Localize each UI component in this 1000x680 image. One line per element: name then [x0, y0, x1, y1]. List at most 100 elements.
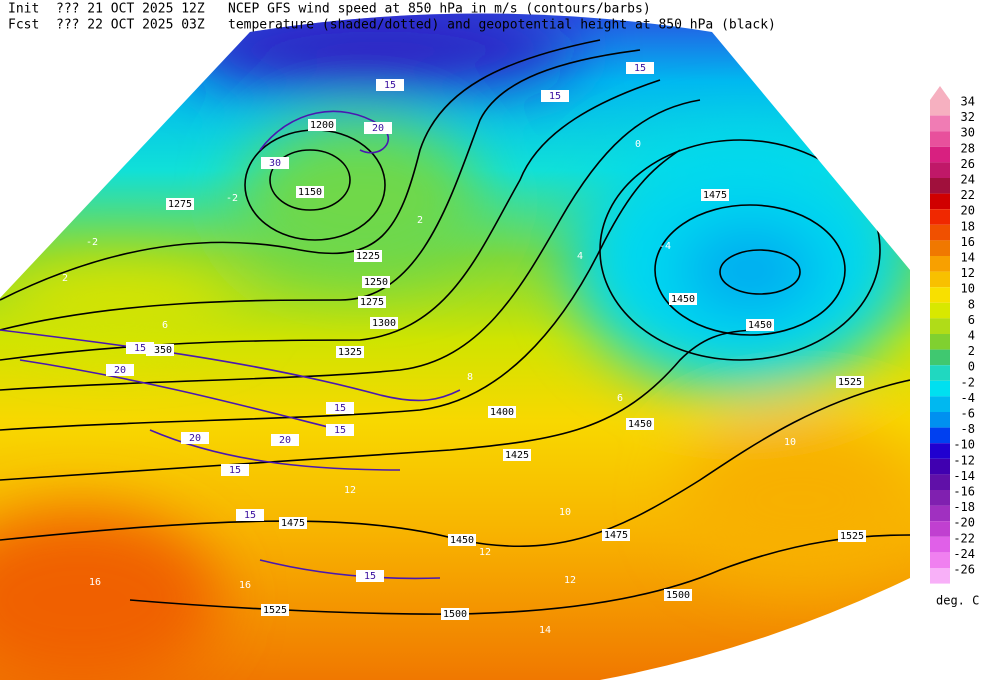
- wind-label-bg: [376, 79, 404, 91]
- temperature-label: -2: [226, 193, 238, 204]
- wind-label-bg: [181, 432, 209, 444]
- colorbar-label: 20: [961, 204, 975, 218]
- wind-label-bg: [106, 364, 134, 376]
- wind-label-bg: [271, 434, 299, 446]
- colorbar-label: -2: [961, 375, 975, 389]
- temperature-label: 14: [539, 625, 551, 636]
- height-label: 1450: [671, 294, 695, 305]
- colorbar-box: [930, 474, 950, 490]
- colorbar-label: 34: [961, 95, 975, 109]
- colorbar-label: 0: [968, 360, 975, 374]
- wind-label-bg: [126, 342, 154, 354]
- wind-label-bg: [326, 402, 354, 414]
- wind-label-bg: [261, 157, 289, 169]
- wind-label: 15: [334, 403, 346, 414]
- colorbar-box: [930, 178, 950, 194]
- colorbar-label: -6: [961, 407, 975, 421]
- height-label-bg: [358, 296, 386, 308]
- colorbar-box: [930, 458, 950, 475]
- title-line-2: temperature (shaded/dotted) and geopoten…: [228, 18, 776, 33]
- temperature-label: 10: [559, 507, 571, 518]
- height-label-bg: [602, 529, 630, 541]
- colorbar-label: 10: [961, 282, 975, 296]
- colorbar-box: [930, 349, 950, 366]
- colorbar-box: [930, 334, 950, 350]
- height-label-bg: [354, 250, 382, 262]
- colorbar-box: [930, 380, 950, 397]
- colorbar-label: -4: [961, 391, 975, 405]
- colorbar-box: [930, 427, 950, 444]
- height-label-bg: [836, 376, 864, 388]
- colorbar-box: [930, 287, 950, 303]
- temperature-label: 2: [417, 215, 423, 226]
- height-label-bg: [838, 530, 866, 542]
- wind-label-bg: [356, 570, 384, 582]
- height-label-bg: [296, 186, 324, 198]
- height-label-bg: [701, 189, 729, 201]
- height-label: 1275: [360, 297, 384, 308]
- colorbar-box: [930, 224, 950, 241]
- colorbar-label: 6: [968, 313, 975, 327]
- colorbar-label: -12: [953, 453, 975, 467]
- wind-label-bg: [221, 464, 249, 476]
- colorbar-label: 18: [961, 219, 975, 233]
- height-label-bg: [336, 346, 364, 358]
- temperature-label: 0: [635, 139, 641, 150]
- wind-label: 15: [134, 343, 146, 354]
- colorbar-label: -10: [953, 438, 975, 452]
- wind-label: 15: [334, 425, 346, 436]
- temperature-label: 12: [564, 575, 576, 586]
- wind-label-bg: [326, 424, 354, 436]
- colorbar-label: 8: [968, 297, 975, 311]
- wind-label-bg: [626, 62, 654, 74]
- temperature-label: 6: [162, 320, 168, 331]
- temperature-label: 8: [467, 372, 473, 383]
- temperature-label: 12: [344, 485, 356, 496]
- colorbar-box: [930, 209, 950, 225]
- colorbar-box: [930, 521, 950, 537]
- height-label-bg: [448, 534, 476, 546]
- height-label: 1425: [505, 450, 529, 461]
- colorbar-label: 2: [968, 344, 975, 358]
- height-label: 1525: [840, 531, 864, 542]
- height-label-bg: [308, 119, 336, 131]
- title-line-1: NCEP GFS wind speed at 850 hPa in m/s (c…: [228, 2, 651, 17]
- height-label: 1325: [338, 347, 362, 358]
- temperature-label: 4: [577, 251, 583, 262]
- wind-label: 20: [279, 435, 291, 446]
- height-label: 1450: [628, 419, 652, 430]
- temperature-label: 6: [617, 393, 623, 404]
- colorbar-label: 16: [961, 235, 975, 249]
- wind-label-bg: [364, 122, 392, 134]
- height-label: 1300: [372, 318, 396, 329]
- colorbar-box: [930, 240, 950, 256]
- height-label: 1475: [281, 518, 305, 529]
- colorbar-box: [930, 115, 950, 132]
- colorbar-box: [930, 412, 950, 428]
- height-label-bg: [279, 517, 307, 529]
- height-label-bg: [370, 317, 398, 329]
- temperature-label: -2: [86, 237, 98, 248]
- temperature-label: -4: [659, 241, 671, 252]
- colorbar-box: [930, 302, 950, 319]
- height-label-bg: [503, 449, 531, 461]
- colorbar-label: -18: [953, 500, 975, 514]
- height-label: 1250: [364, 277, 388, 288]
- colorbar-label: 32: [961, 110, 975, 124]
- wind-label: 15: [549, 91, 561, 102]
- temperature-label: 10: [784, 437, 796, 448]
- colorbar-box: [930, 131, 950, 147]
- temperature-label: 2: [62, 273, 68, 284]
- colorbar-label: 28: [961, 141, 975, 155]
- wind-label-bg: [541, 90, 569, 102]
- height-label-bg: [261, 604, 289, 616]
- wind-label: 20: [372, 123, 384, 134]
- height-label: 1525: [838, 377, 862, 388]
- map-area: [0, 13, 910, 680]
- temperature-label: 16: [239, 580, 251, 591]
- height-label: 1275: [168, 199, 192, 210]
- height-label: 1150: [298, 187, 322, 198]
- colorbar-box: [930, 146, 950, 163]
